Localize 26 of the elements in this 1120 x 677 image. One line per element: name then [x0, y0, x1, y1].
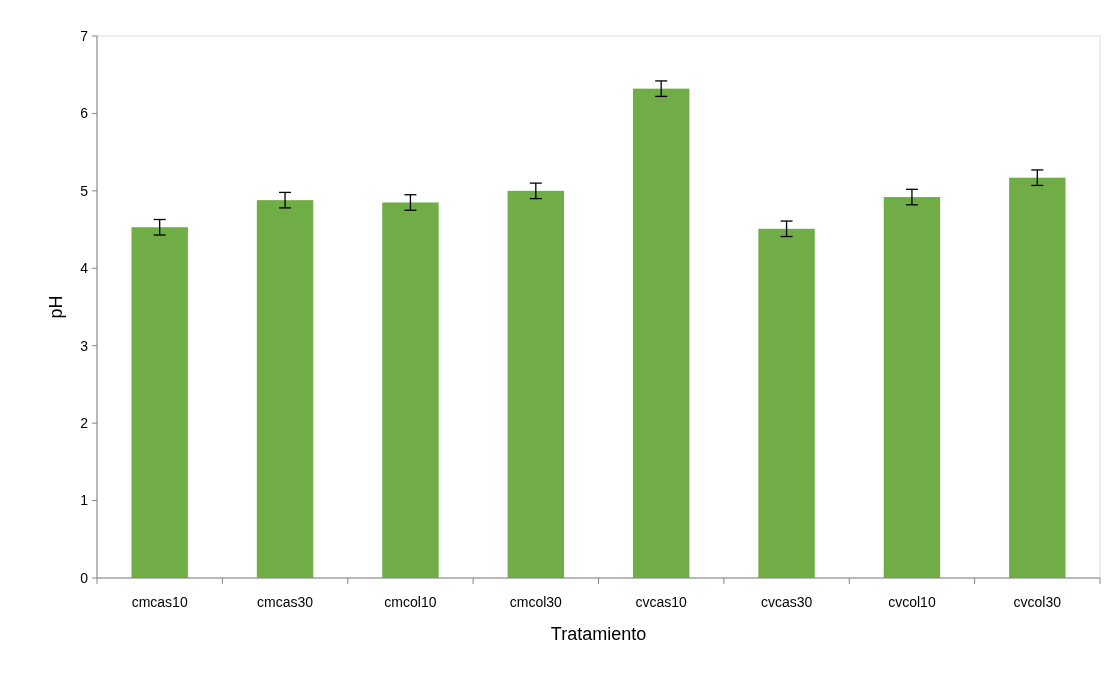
x-tick-label: cmcol30	[509, 594, 563, 610]
x-tick-label: cmcas10	[131, 594, 188, 610]
bar	[1009, 177, 1066, 578]
y-tick-label: 3	[80, 337, 89, 354]
x-tick-label: cvcol30	[1013, 594, 1062, 610]
y-axis-title: pH	[46, 295, 66, 319]
bar	[632, 88, 690, 578]
x-tick-label: cvcol10	[888, 594, 936, 610]
bar	[256, 200, 314, 578]
y-tick-label: 6	[80, 105, 89, 122]
y-tick-label: 2	[80, 415, 89, 432]
bar	[382, 202, 439, 578]
x-axis-title: Tratamiento	[550, 624, 647, 644]
bar	[507, 190, 565, 578]
y-tick-label: 4	[80, 260, 89, 277]
bar	[758, 228, 815, 578]
x-tick-label: cvcas30	[760, 594, 813, 610]
x-tick-label: cmcas30	[257, 594, 314, 610]
y-tick-label: 1	[80, 492, 89, 509]
y-tick-label: 5	[80, 182, 89, 199]
bar	[883, 197, 941, 578]
bar	[131, 227, 188, 578]
y-tick-label: 7	[80, 27, 89, 44]
x-tick-label: cmcol10	[384, 594, 437, 610]
y-tick-label: 0	[80, 569, 89, 586]
x-tick-label: cvcas10	[635, 594, 688, 610]
